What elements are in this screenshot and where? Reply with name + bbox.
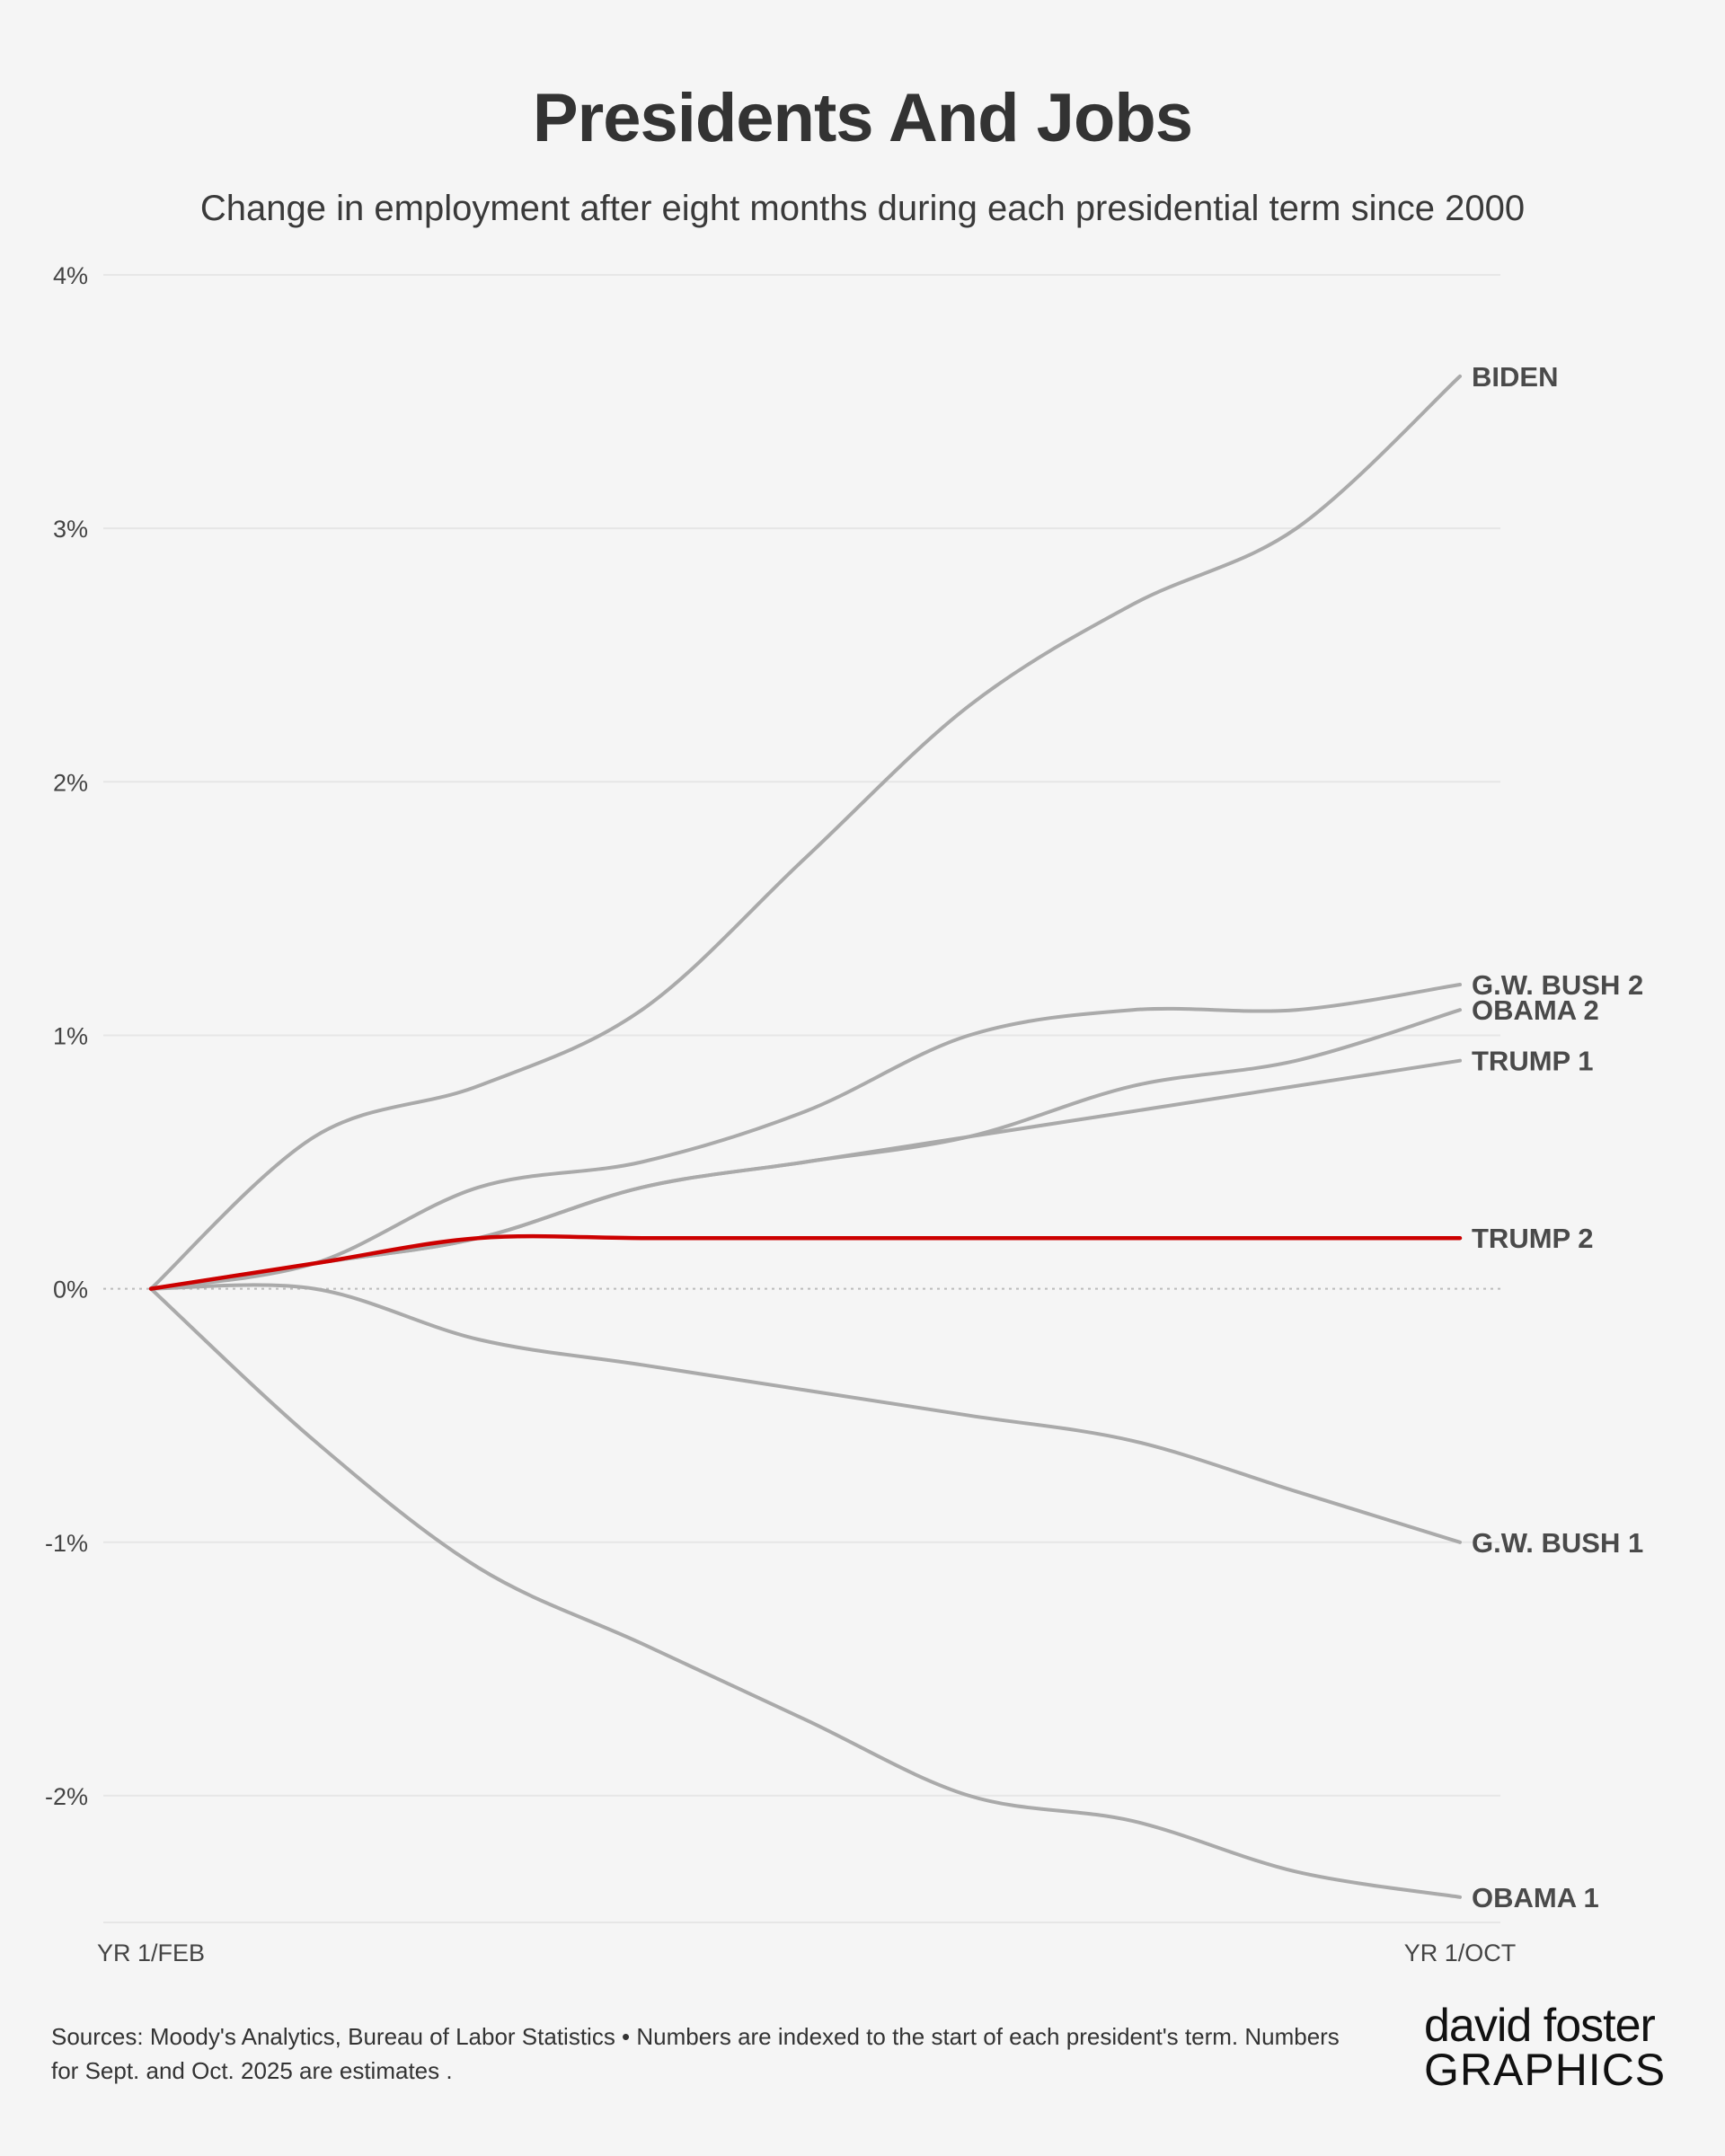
y-tick-label: 1% [53,1022,88,1049]
brand-line-2: GRAPHICS [1424,2045,1667,2095]
series-label-g-w-bush-1: G.W. BUSH 1 [1472,1527,1643,1559]
series-label-trump-1: TRUMP 1 [1472,1046,1594,1077]
y-tick-label: 4% [53,262,88,289]
line-chart: 4% 3% 2% 1% 0% -1% -2% YR 1/FEB YR 1/OCT BIDEN G… [45,262,1643,1966]
series-line-g-w-bush-1 [149,1283,1462,1544]
x-tick-label: YR 1/FEB [97,1940,205,1966]
y-tick-label: 0% [53,1277,88,1303]
series-line-trump-2 [148,1233,1463,1291]
series-line-g-w-bush-2 [149,983,1462,1291]
series-line-obama-2 [149,1008,1462,1291]
y-axis-ticks: 4% 3% 2% 1% 0% -1% -2% [45,262,88,1810]
y-tick-label: 2% [53,769,88,796]
series-label-trump-2: TRUMP 2 [1472,1223,1594,1254]
series-label-biden: BIDEN [1472,361,1558,393]
x-tick-label: YR 1/OCT [1404,1940,1517,1966]
series-lines [148,374,1463,1899]
brand-line-1: david foster [1424,2000,1656,2052]
series-label-obama-1: OBAMA 1 [1472,1882,1599,1913]
series-line-biden [149,374,1462,1291]
series-line-obama-1 [149,1286,1462,1899]
brand-logo: david foster GRAPHICS [1424,1999,1676,2098]
x-axis-ticks: YR 1/FEB YR 1/OCT [97,1940,1516,1966]
y-tick-label: -1% [45,1530,88,1557]
gridlines [103,274,1500,1923]
sources-note: Sources: Moody's Analytics, Bureau of La… [51,2023,1340,2084]
series-label-obama-2: OBAMA 2 [1472,994,1599,1026]
series-line-trump-1 [149,1058,1462,1291]
y-tick-label: 3% [53,516,88,543]
y-tick-label: -2% [45,1783,88,1810]
chart-title: Presidents And Jobs [532,80,1193,156]
chart-subtitle: Change in employment after eight months … [199,189,1526,228]
series-label-g-w-bush-2: G.W. BUSH 2 [1472,969,1643,1001]
